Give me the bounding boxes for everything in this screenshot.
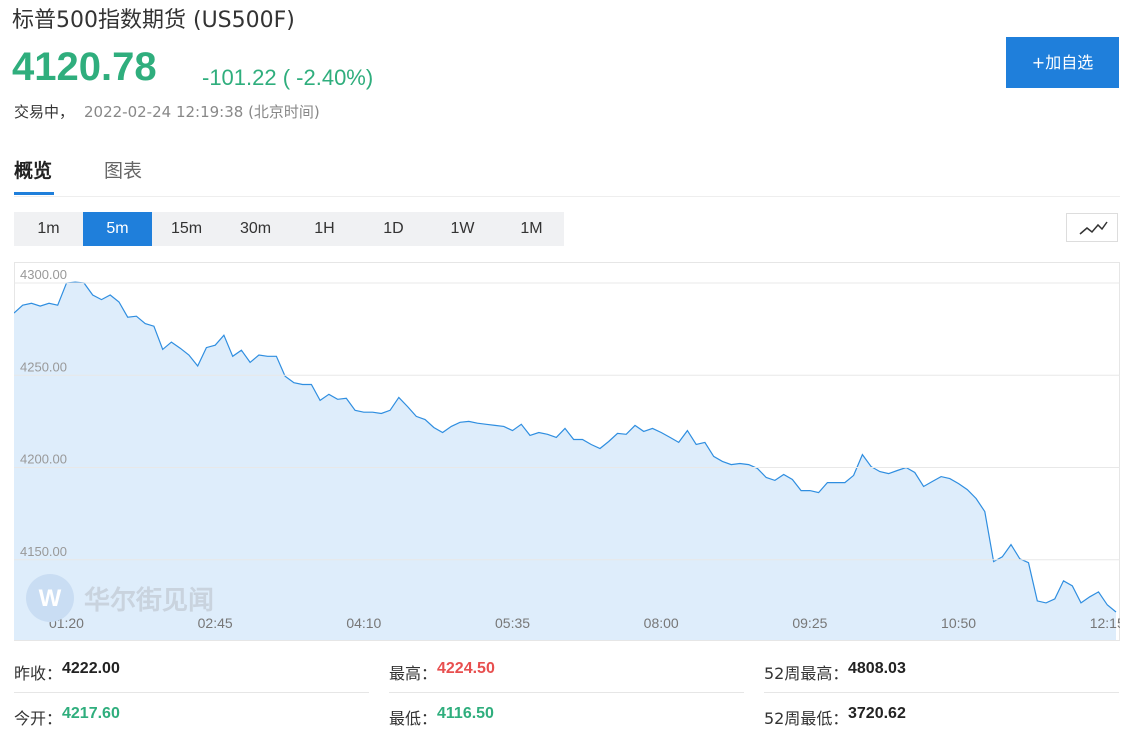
stat-value: 4808.03 [848, 660, 906, 677]
price: 4120.78 [12, 45, 157, 89]
stat-label: 今开： [14, 709, 63, 728]
line-icon [1079, 221, 1108, 235]
stat-value: 4222.00 [62, 660, 120, 677]
tab-underline [14, 192, 54, 195]
period-button[interactable]: 1W [450, 220, 475, 237]
watermark-logo-text: W [39, 585, 62, 612]
watermark-logo [26, 574, 74, 622]
period-button[interactable]: 1m [37, 220, 60, 237]
stat-label: 最高： [389, 664, 438, 683]
y-tick-label: 4300.00 [20, 267, 67, 282]
x-tick-label: 10:50 [941, 615, 976, 631]
period-bar: 1m 5m 15m 30m 1H 1D 1W 1M [14, 212, 564, 246]
stat-label: 昨收： [14, 664, 63, 683]
watermark: 华尔街见闻 [84, 585, 214, 616]
y-tick-label: 4250.00 [20, 359, 67, 374]
period-button[interactable]: 30m [239, 220, 272, 237]
period-button[interactable]: 1M [520, 220, 543, 237]
divider [14, 196, 1120, 197]
period-button[interactable]: 15m [170, 220, 203, 237]
area [14, 282, 1116, 640]
status: 交易中， [14, 103, 75, 121]
x-tick-label: 05:35 [495, 615, 530, 631]
period-button[interactable]: 5m [83, 212, 152, 246]
tab[interactable]: 概览 [14, 160, 53, 182]
y-tick-label: 4150.00 [20, 544, 67, 559]
line [14, 281, 1117, 613]
chart-type-button[interactable] [1066, 213, 1118, 242]
change: -101.22 ( -2.40%) [202, 65, 374, 90]
x-tick-label: 02:45 [198, 615, 233, 631]
stat-value: 4116.50 [437, 705, 494, 722]
y-tick-label: 4200.00 [20, 452, 67, 467]
time: 2022-02-24 12:19:38 (北京时间) [84, 103, 320, 121]
x-tick-label: 09:25 [792, 615, 827, 631]
stat-value: 3720.62 [848, 705, 906, 722]
x-tick-label: 12:15 [1090, 615, 1125, 631]
stat-label: 最低： [389, 709, 438, 728]
stat-divider [14, 692, 369, 693]
period-button[interactable]: 1D [383, 220, 404, 237]
chart: 01:20 02:45 04:10 05:35 08:00 09:25 10:50 12:15… [14, 262, 1125, 641]
title: 标普500指数期货 (US500F) [12, 8, 295, 33]
stat-value: 4224.50 [437, 660, 495, 677]
x-tick-label: 08:00 [644, 615, 679, 631]
x-tick-label: 04:10 [346, 615, 381, 631]
stat-label: 52周最高： [764, 664, 849, 683]
tab[interactable]: 图表 [104, 160, 143, 182]
add-button[interactable]: +加自选 [1006, 37, 1119, 88]
stat-value: 4217.60 [62, 705, 120, 722]
stat-label: 52周最低： [764, 709, 849, 728]
period-button[interactable]: 1H [314, 220, 335, 237]
stat-divider [389, 692, 744, 693]
stat-divider [764, 692, 1119, 693]
